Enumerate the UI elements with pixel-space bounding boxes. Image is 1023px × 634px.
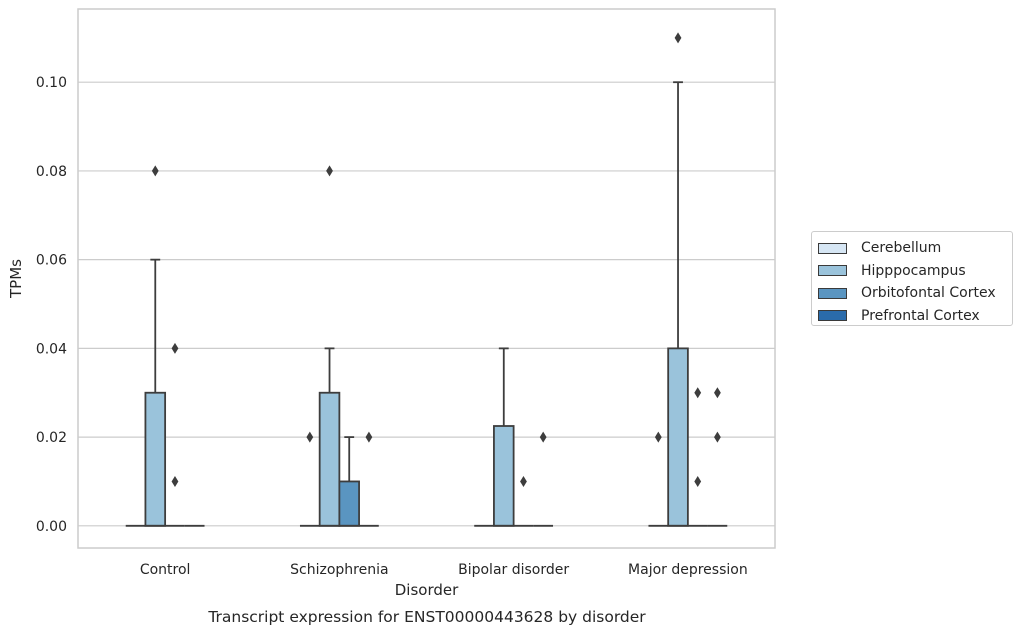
y-tick-label: 0.06 bbox=[36, 253, 67, 269]
legend-label-hippocampus: Hipppocampus bbox=[861, 262, 966, 279]
box-body bbox=[144, 391, 167, 527]
x-axis-label: Disorder bbox=[395, 581, 459, 599]
outlier-point bbox=[539, 431, 547, 443]
legend-item-cerebellum: Cerebellum bbox=[812, 237, 1012, 260]
outlier-point bbox=[326, 165, 333, 177]
outlier-point bbox=[306, 431, 314, 443]
box-body bbox=[667, 347, 689, 527]
outlier-point bbox=[520, 475, 527, 487]
x-tick-label: Schizophrenia bbox=[290, 562, 388, 578]
legend-label-prefrontal: Prefrontal Cortex bbox=[861, 307, 980, 324]
outlier-point bbox=[365, 431, 373, 443]
box-body bbox=[493, 425, 515, 527]
y-tick-label: 0.04 bbox=[36, 341, 67, 357]
legend: Cerebellum Hipppocampus Orbitofontal Cor… bbox=[811, 231, 1013, 326]
box-0-2 bbox=[165, 342, 185, 527]
box-1-1 bbox=[318, 165, 341, 527]
box-0-1 bbox=[144, 165, 167, 527]
x-tick-label: Control bbox=[140, 562, 191, 578]
outlier-point bbox=[171, 342, 179, 354]
outlier-point bbox=[151, 165, 159, 177]
box-1-3 bbox=[359, 431, 379, 527]
y-tick-label: 0.08 bbox=[36, 164, 67, 180]
outlier-point bbox=[694, 387, 702, 399]
outlier-point bbox=[654, 431, 662, 443]
box-body bbox=[338, 480, 360, 527]
outlier-point bbox=[171, 475, 179, 487]
outlier-point bbox=[694, 475, 702, 487]
legend-label-orbitofrontal: Orbitofontal Cortex bbox=[861, 285, 996, 302]
legend-swatch-prefrontal bbox=[818, 310, 847, 322]
outlier-point bbox=[674, 32, 682, 44]
x-tick-label: Bipolar disorder bbox=[458, 562, 569, 578]
box-2-3 bbox=[533, 431, 554, 527]
legend-label-cerebellum: Cerebellum bbox=[861, 240, 942, 257]
legend-swatch-orbitofrontal bbox=[818, 287, 847, 299]
outlier-point bbox=[714, 431, 721, 443]
box-2-1 bbox=[493, 347, 515, 527]
y-axis-label: TPMs bbox=[7, 259, 25, 299]
box-body bbox=[318, 391, 341, 527]
box-3-3 bbox=[707, 387, 728, 527]
box-3-1 bbox=[667, 32, 689, 527]
box-1-0 bbox=[299, 431, 320, 527]
box-2-2 bbox=[513, 475, 534, 527]
chart-caption: Transcript expression for ENST0000044362… bbox=[207, 608, 646, 626]
box-3-2 bbox=[687, 387, 708, 527]
legend-swatch-hippocampus bbox=[818, 265, 847, 277]
y-tick-label: 0.00 bbox=[36, 519, 67, 535]
y-tick-label: 0.10 bbox=[36, 75, 67, 91]
legend-item-orbitofrontal: Orbitofontal Cortex bbox=[812, 282, 1012, 305]
legend-item-prefrontal: Prefrontal Cortex bbox=[812, 305, 1012, 328]
plot-frame bbox=[77, 8, 776, 549]
y-tick-label: 0.02 bbox=[36, 430, 67, 446]
x-tick-label: Major depression bbox=[628, 562, 748, 578]
box-3-0 bbox=[648, 431, 669, 527]
legend-swatch-cerebellum bbox=[818, 242, 847, 254]
box-1-2 bbox=[338, 436, 360, 527]
outlier-point bbox=[714, 387, 721, 399]
legend-item-hippocampus: Hipppocampus bbox=[812, 260, 1012, 283]
